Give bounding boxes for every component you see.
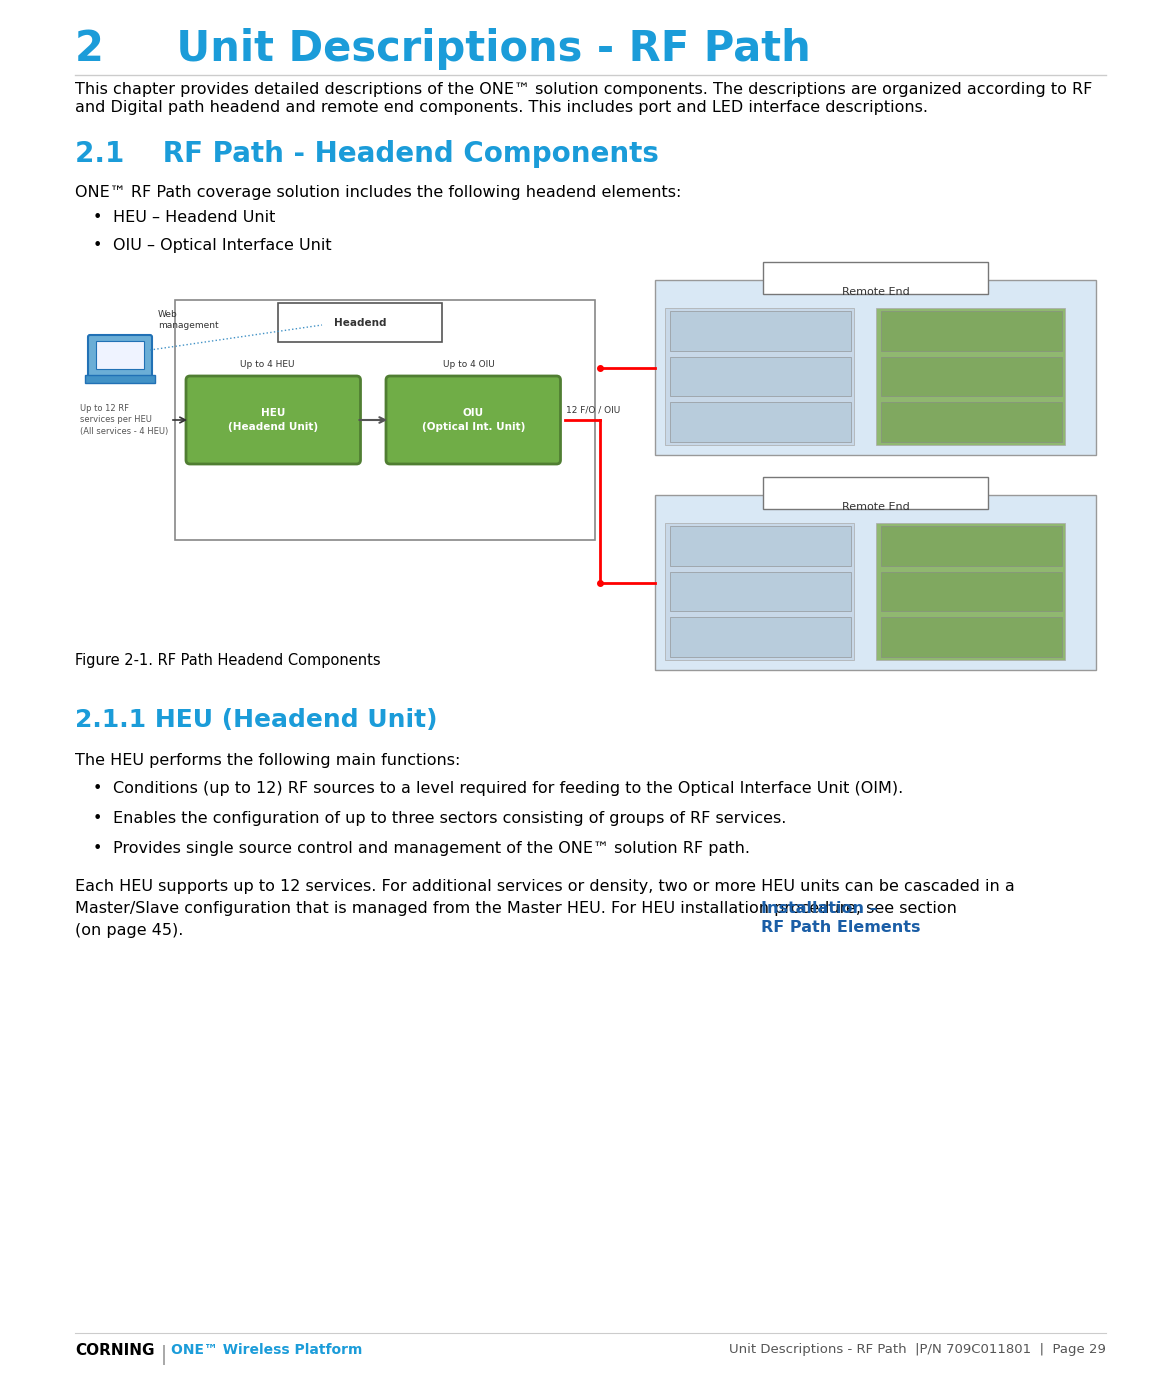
Text: 2     Unit Descriptions - RF Path: 2 Unit Descriptions - RF Path — [75, 28, 810, 70]
Bar — [881, 357, 1061, 396]
Text: 2.1.1 HEU (Headend Unit): 2.1.1 HEU (Headend Unit) — [75, 709, 437, 732]
Bar — [881, 311, 1061, 350]
FancyBboxPatch shape — [763, 262, 987, 294]
Text: Up to 4 OIU: Up to 4 OIU — [443, 360, 495, 370]
Text: Provides single source control and management of the ONE™ solution RF path.: Provides single source control and manag… — [113, 841, 750, 857]
Bar — [670, 526, 851, 565]
Bar — [96, 340, 144, 370]
Bar — [665, 308, 854, 445]
Text: Web
management: Web management — [158, 310, 218, 331]
Bar — [670, 357, 851, 396]
Text: Unit Descriptions - RF Path  |P/N 709C011801  |  Page 29: Unit Descriptions - RF Path |P/N 709C011… — [729, 1343, 1106, 1356]
Bar — [881, 402, 1061, 442]
Bar — [670, 402, 851, 442]
FancyBboxPatch shape — [88, 335, 151, 377]
Bar — [163, 1345, 164, 1364]
FancyBboxPatch shape — [763, 477, 987, 509]
Text: 12 F/O / OIU: 12 F/O / OIU — [566, 406, 621, 414]
Bar — [86, 375, 155, 384]
Text: •: • — [92, 239, 103, 252]
Bar — [881, 572, 1061, 611]
Text: Installation –
RF Path Elements: Installation – RF Path Elements — [761, 901, 920, 935]
Bar — [875, 523, 1065, 660]
Text: Remote End: Remote End — [842, 287, 910, 297]
Text: •: • — [92, 211, 103, 225]
Text: Master/Slave configuration that is managed from the Master HEU. For HEU installa: Master/Slave configuration that is manag… — [75, 901, 962, 917]
Text: •: • — [92, 841, 103, 857]
Text: OIU
(Optical Int. Unit): OIU (Optical Int. Unit) — [422, 409, 525, 431]
Text: CORNING: CORNING — [75, 1343, 155, 1357]
Text: Figure 2-1. RF Path Headend Components: Figure 2-1. RF Path Headend Components — [75, 653, 380, 668]
Bar — [670, 572, 851, 611]
Text: (on page 45).: (on page 45). — [75, 923, 184, 937]
Bar — [655, 495, 1096, 670]
Text: •: • — [92, 781, 103, 797]
Bar — [670, 311, 851, 350]
Text: HEU
(Headend Unit): HEU (Headend Unit) — [228, 409, 318, 431]
Text: Headend: Headend — [334, 318, 386, 328]
Text: The HEU performs the following main functions:: The HEU performs the following main func… — [75, 753, 460, 769]
Text: HEU – Headend Unit: HEU – Headend Unit — [113, 211, 275, 225]
FancyBboxPatch shape — [277, 303, 442, 342]
Text: Up to 4 HEU: Up to 4 HEU — [240, 360, 295, 370]
Text: Each HEU supports up to 12 services. For additional services or density, two or : Each HEU supports up to 12 services. For… — [75, 879, 1015, 894]
Text: Enables the configuration of up to three sectors consisting of groups of RF serv: Enables the configuration of up to three… — [113, 810, 786, 826]
FancyBboxPatch shape — [186, 377, 361, 465]
Text: ONE™ RF Path coverage solution includes the following headend elements:: ONE™ RF Path coverage solution includes … — [75, 186, 681, 199]
Text: ONE™ Wireless Platform: ONE™ Wireless Platform — [171, 1343, 362, 1357]
Bar — [670, 618, 851, 657]
Text: •: • — [92, 810, 103, 826]
Bar — [175, 300, 595, 540]
Bar — [655, 280, 1096, 455]
Text: Conditions (up to 12) RF sources to a level required for feeding to the Optical : Conditions (up to 12) RF sources to a le… — [113, 781, 903, 797]
Text: Up to 12 RF
services per HEU
(All services - 4 HEU): Up to 12 RF services per HEU (All servic… — [80, 405, 169, 435]
Bar — [665, 523, 854, 660]
Bar — [881, 526, 1061, 565]
Bar — [75, 271, 1106, 635]
Text: Remote End: Remote End — [842, 502, 910, 512]
Text: This chapter provides detailed descriptions of the ONE™ solution components. The: This chapter provides detailed descripti… — [75, 82, 1092, 98]
Text: OIU – Optical Interface Unit: OIU – Optical Interface Unit — [113, 239, 332, 252]
Text: 2.1    RF Path - Headend Components: 2.1 RF Path - Headend Components — [75, 140, 659, 167]
Bar — [875, 308, 1065, 445]
Text: and Digital path headend and remote end components. This includes port and LED i: and Digital path headend and remote end … — [75, 100, 928, 114]
FancyBboxPatch shape — [386, 377, 561, 465]
Bar — [881, 618, 1061, 657]
